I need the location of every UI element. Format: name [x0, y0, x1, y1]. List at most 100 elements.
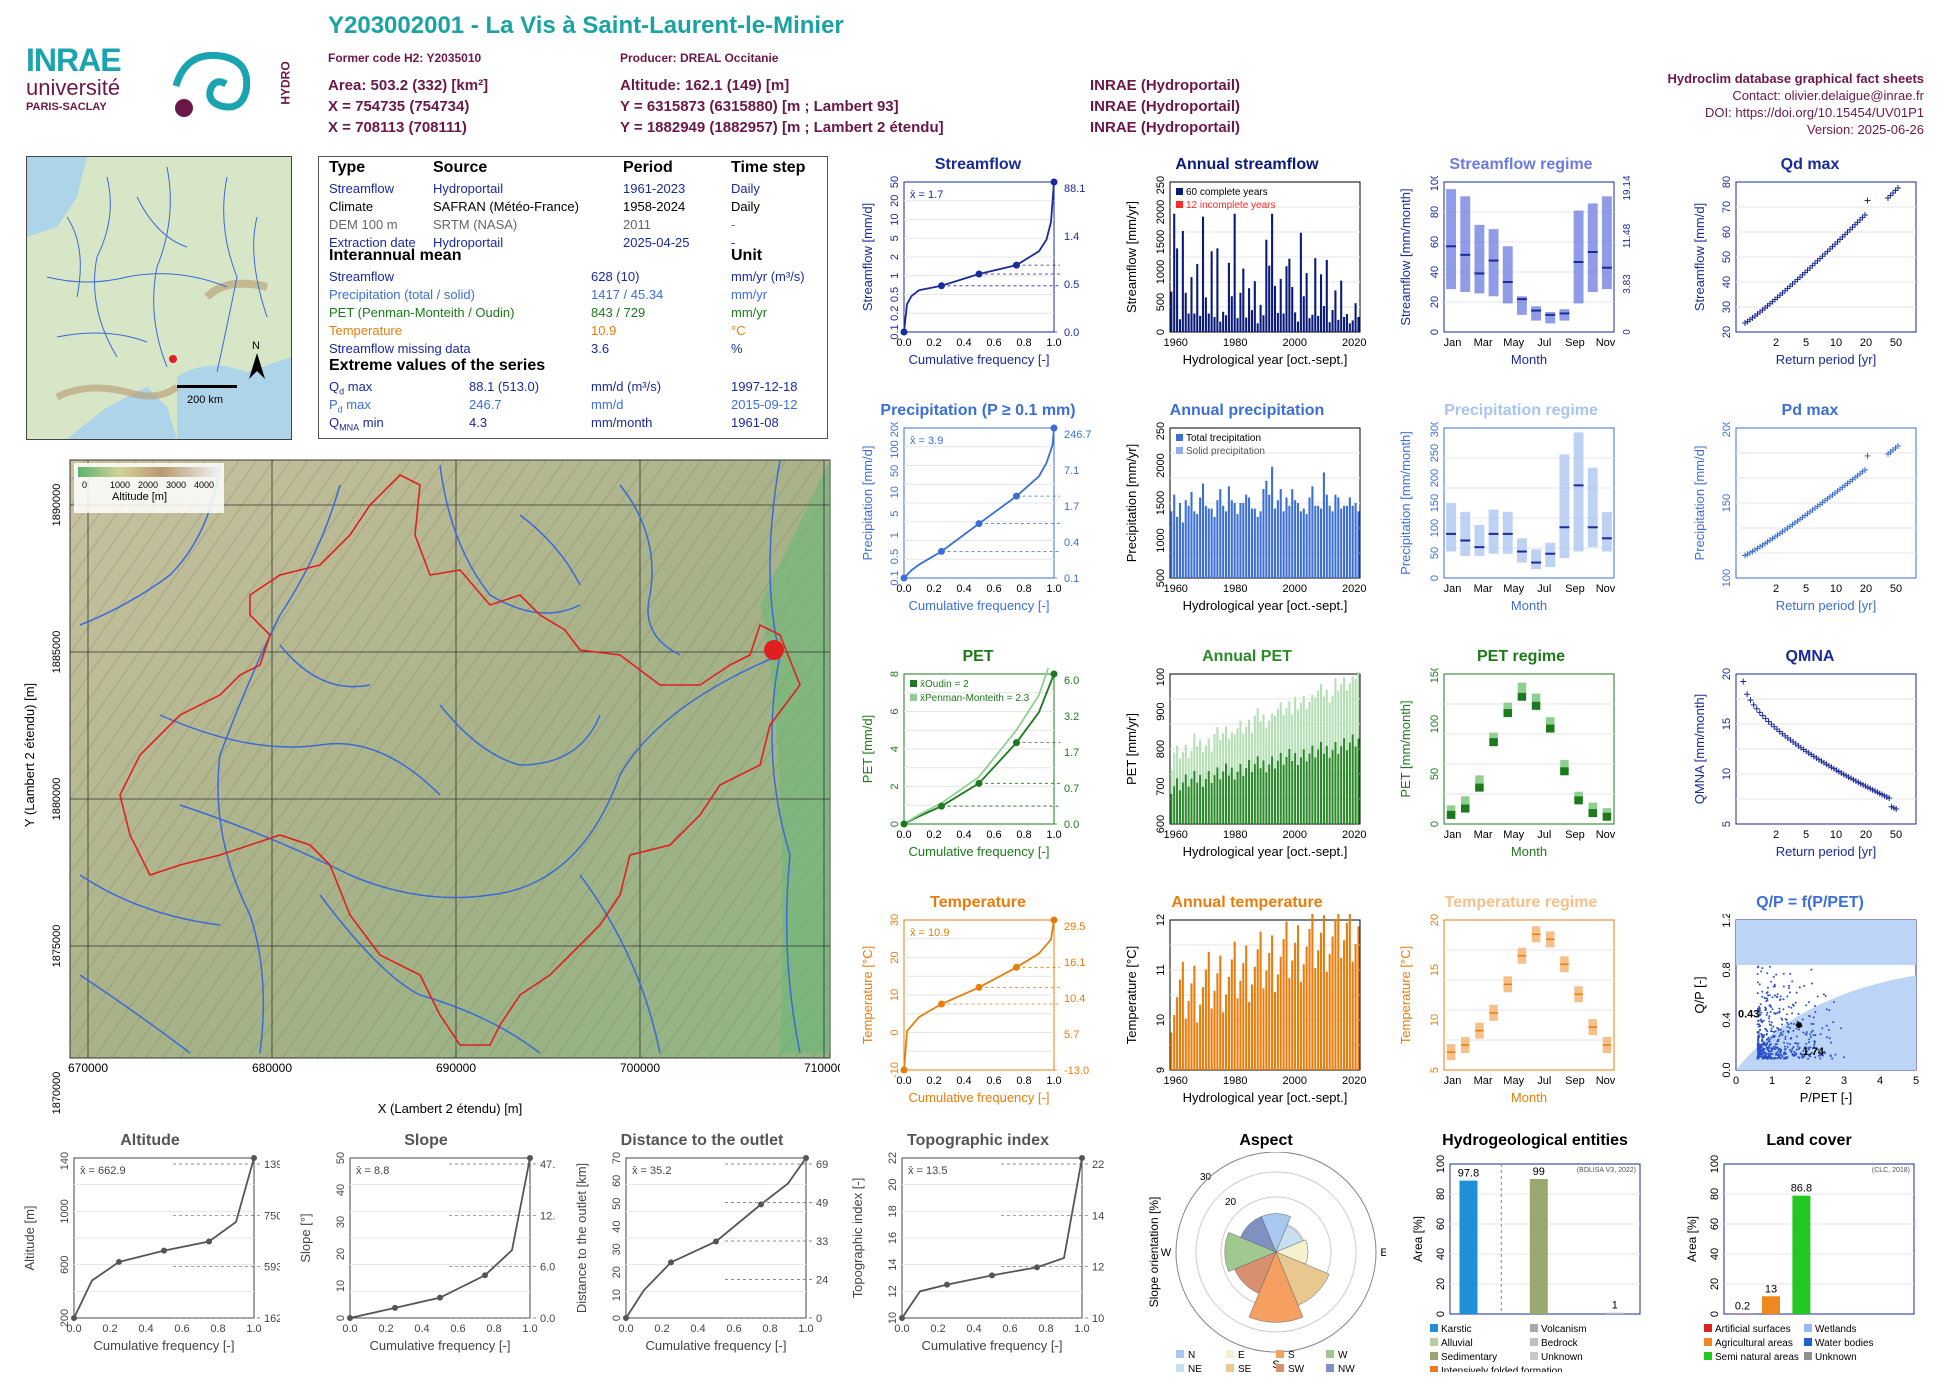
- annual-bar-penman: [1224, 726, 1228, 764]
- legend-entry: Semi natural areas: [1715, 1352, 1799, 1363]
- x-tick: 20: [1860, 583, 1872, 595]
- data-point: [1859, 468, 1866, 475]
- budyko-point: [1761, 1052, 1764, 1055]
- altitude-legend-title: Altitude [m]: [112, 491, 167, 503]
- info-step: Daily: [731, 181, 760, 196]
- budyko-point: [1843, 1056, 1846, 1059]
- info-source: Hydroportail: [433, 235, 504, 250]
- legend-swatch: [1176, 434, 1183, 441]
- budyko-point: [1756, 1055, 1759, 1058]
- watershed-boundary: [119, 474, 801, 1046]
- data-point: [1762, 304, 1768, 311]
- quantile-point: [1050, 916, 1058, 924]
- legend-entry: SW: [1288, 1364, 1305, 1372]
- data-point: [1742, 320, 1748, 326]
- annual-bar-penman: [1340, 684, 1343, 747]
- annual-bar: [1196, 1022, 1199, 1070]
- regime-range: [1488, 229, 1499, 297]
- budyko-point: [1757, 1056, 1760, 1059]
- data-point: [1819, 499, 1826, 506]
- chart-title: QMNA: [1785, 648, 1835, 665]
- regime-range: [1545, 312, 1556, 324]
- budyko-point: [1801, 1018, 1804, 1021]
- budyko-point: [1791, 1053, 1794, 1056]
- info-header-extreme: Extreme values of the series: [329, 357, 546, 374]
- budyko-point: [1779, 1049, 1782, 1052]
- budyko-point: [1770, 1049, 1773, 1052]
- annual-bar: [1224, 315, 1228, 332]
- budyko-point: [1758, 1007, 1761, 1010]
- budyko-point: [1789, 1043, 1792, 1046]
- budyko-point: [1761, 990, 1764, 993]
- budyko-point: [1765, 1032, 1768, 1035]
- budyko-point: [1781, 1018, 1784, 1021]
- map-xtick: 710000: [804, 1061, 840, 1075]
- y-axis-label: Streamflow [mm/d]: [1692, 203, 1707, 311]
- budyko-point: [1761, 1050, 1764, 1053]
- data-point: [1747, 697, 1754, 704]
- budyko-point: [1773, 1035, 1776, 1038]
- data-point: [1890, 446, 1896, 453]
- budyko-point: [1791, 1053, 1794, 1056]
- annual-bar: [1204, 778, 1207, 824]
- x-tick: 0.6: [986, 829, 1001, 841]
- budyko-point: [1764, 1057, 1767, 1060]
- map-xlabel: X (Lambert 2 étendu) [m]: [378, 1101, 523, 1116]
- x-tick: 2: [1773, 583, 1779, 595]
- data-point: [1757, 543, 1763, 550]
- annual-bar-penman: [1216, 727, 1219, 768]
- rose-sector: [1248, 1251, 1304, 1323]
- budyko-point: [1779, 1057, 1782, 1060]
- plot-frame: [1169, 673, 1361, 825]
- budyko-point: [1785, 1018, 1788, 1021]
- budyko-point: [1793, 1053, 1796, 1056]
- x-axis-label: Cumulative frequency [-]: [646, 1338, 787, 1353]
- budyko-point: [1782, 985, 1785, 988]
- regime-range: [1446, 1044, 1456, 1061]
- annual-bar-penman: [1357, 671, 1360, 739]
- budyko-point: [1757, 1048, 1760, 1051]
- budyko-point: [1795, 1027, 1798, 1030]
- annual-bar: [1291, 287, 1294, 332]
- data-point: [1742, 552, 1748, 559]
- data-point: [1779, 730, 1786, 737]
- altitude-legend-tick: 1000: [110, 480, 130, 490]
- data-point: [1750, 701, 1757, 708]
- budyko-point: [1758, 1023, 1761, 1026]
- x-axis-label: Hydrological year [oct.-sept.]: [1183, 844, 1348, 859]
- budyko-point: [1757, 1054, 1760, 1057]
- chart-title: Annual streamflow: [1175, 156, 1319, 173]
- budyko-point: [1769, 1055, 1772, 1058]
- legend-swatch: [1804, 1338, 1812, 1346]
- legend-entry: E: [1238, 1350, 1245, 1361]
- budyko-point: [1818, 1054, 1821, 1057]
- x-axis-label: Hydrological year [oct.-sept.]: [1183, 352, 1348, 367]
- data-point: [1818, 758, 1825, 765]
- budyko-point: [1802, 1049, 1805, 1052]
- info-table: Type Source Period Time step Streamflow H…: [318, 156, 828, 439]
- legend-entry: NW: [1338, 1364, 1355, 1372]
- y-tick: 60: [611, 1175, 623, 1187]
- budyko-point: [1787, 1030, 1790, 1033]
- annual-bar: [1328, 322, 1331, 332]
- budyko-point: [1764, 1055, 1767, 1058]
- data-point: [1813, 754, 1820, 761]
- right-tick: 0: [1622, 329, 1633, 335]
- legend-entry: Wetlands: [1815, 1324, 1857, 1335]
- y-tick: 5: [1721, 821, 1733, 827]
- regime-range: [1531, 926, 1541, 943]
- budyko-point: [1773, 1048, 1776, 1051]
- y-tick: 300: [1429, 422, 1441, 437]
- credits-doi[interactable]: DOI: https://doi.org/10.15454/UV01P1: [1705, 105, 1924, 120]
- budyko-point: [1757, 1053, 1760, 1056]
- annual-bar-penman: [1230, 732, 1233, 768]
- annual-bar: [1357, 511, 1360, 578]
- chart-qd_max: Qd max 20 30 40 50 60 70 80 2 5 10 20 50 Streamflow […: [1690, 156, 1930, 386]
- budyko-point: [1757, 1055, 1760, 1058]
- annual-bar-penman: [1256, 708, 1259, 757]
- annual-bar: [1308, 929, 1311, 1070]
- budyko-point: [1787, 1005, 1790, 1008]
- legend-swatch: [1704, 1352, 1712, 1360]
- x-tick: Mar: [1474, 1075, 1493, 1087]
